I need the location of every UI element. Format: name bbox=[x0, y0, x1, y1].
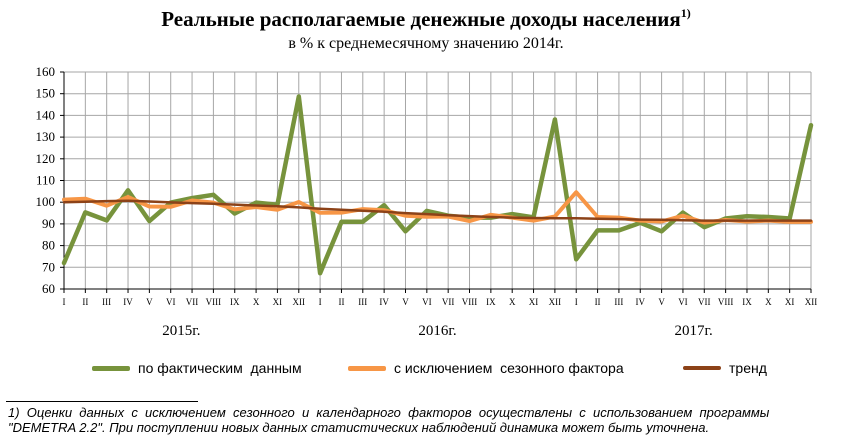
series-line-1 bbox=[62, 190, 813, 225]
y-tick-label: 160 bbox=[36, 64, 56, 79]
x-tick-label: II bbox=[82, 297, 88, 307]
series-lines bbox=[61, 94, 814, 276]
x-tick-label: VII bbox=[186, 297, 199, 307]
x-tick-label: IX bbox=[230, 297, 240, 307]
legend-label-seasonal: с исключением сезонного фактора bbox=[394, 360, 624, 376]
x-tick-label: XII bbox=[549, 297, 562, 307]
y-tick-label: 150 bbox=[36, 86, 56, 101]
x-tick-label: IV bbox=[379, 297, 389, 307]
x-tick-label: V bbox=[402, 297, 409, 307]
y-tick-label: 60 bbox=[42, 281, 55, 296]
y-tick-label: 80 bbox=[42, 238, 55, 253]
x-tick-label: IX bbox=[742, 297, 752, 307]
chart-subtitle: в % к среднемесячному значению 2014г. bbox=[288, 35, 564, 52]
series-line-0 bbox=[61, 94, 814, 276]
y-tick-label: 130 bbox=[36, 129, 56, 144]
footnote-line-1: 1) Оценки данных с исключением сезонного… bbox=[8, 405, 770, 420]
x-tick-label: III bbox=[102, 297, 111, 307]
x-tick-label: IV bbox=[636, 297, 646, 307]
footnote-line-2: "DEMETRA 2.2". При поступлении новых дан… bbox=[8, 420, 710, 435]
x-tick-label: XI bbox=[785, 297, 795, 307]
x-year-label: 2017г. bbox=[675, 323, 713, 339]
y-tick-label: 100 bbox=[36, 194, 56, 209]
legend-swatch-actual bbox=[92, 365, 130, 371]
y-tick-label: 110 bbox=[36, 173, 55, 188]
x-tick-label: V bbox=[658, 297, 665, 307]
x-tick-label: VIII bbox=[718, 297, 734, 307]
x-tick-label: X bbox=[765, 297, 772, 307]
x-tick-label: X bbox=[509, 297, 516, 307]
legend-item-seasonal: с исключением сезонного фактора bbox=[348, 360, 624, 376]
x-tick-label: IX bbox=[486, 297, 496, 307]
legend-item-actual: по фактическим данным bbox=[92, 360, 302, 376]
y-tick-label: 90 bbox=[42, 216, 55, 231]
x-tick-label: XI bbox=[529, 297, 539, 307]
footnote-divider bbox=[6, 401, 198, 402]
legend-item-trend: тренд bbox=[683, 360, 767, 376]
x-tick-label: VI bbox=[422, 297, 432, 307]
x-tick-label: III bbox=[358, 297, 367, 307]
x-tick-label: XII bbox=[293, 297, 306, 307]
series-line-2 bbox=[62, 199, 813, 222]
x-tick-label: II bbox=[338, 297, 344, 307]
legend-swatch-trend bbox=[683, 366, 721, 370]
y-tick-label: 70 bbox=[42, 259, 55, 274]
y-tick-label: 120 bbox=[36, 151, 56, 166]
legend-label-trend: тренд bbox=[729, 360, 767, 376]
footnote: 1) Оценки данных с исключением сезонного… bbox=[8, 405, 848, 435]
legend-swatch-seasonal bbox=[348, 365, 386, 371]
x-tick-label: I bbox=[575, 297, 578, 307]
x-year-label: 2016г. bbox=[418, 323, 456, 339]
x-tick-label: VIII bbox=[206, 297, 222, 307]
footnote-marker: 1) bbox=[680, 6, 691, 20]
x-tick-label: VI bbox=[678, 297, 688, 307]
legend: по фактическим данным с исключением сезо… bbox=[0, 360, 852, 382]
x-tick-label: XII bbox=[805, 297, 818, 307]
chart-title: Реальные располагаемые денежные доходы н… bbox=[0, 6, 852, 32]
x-tick-label: XI bbox=[273, 297, 283, 307]
x-tick-label: I bbox=[63, 297, 66, 307]
x-tick-label: VI bbox=[166, 297, 176, 307]
x-year-label: 2015г. bbox=[162, 323, 200, 339]
x-tick-label: IV bbox=[123, 297, 133, 307]
y-tick-label: 140 bbox=[36, 107, 56, 122]
grid bbox=[63, 71, 812, 290]
chart-title-text: Реальные располагаемые денежные доходы н… bbox=[161, 7, 681, 31]
x-tick-label: V bbox=[146, 297, 153, 307]
x-tick-label: VIII bbox=[462, 297, 478, 307]
x-tick-label: II bbox=[595, 297, 601, 307]
legend-label-actual: по фактическим данным bbox=[138, 360, 302, 376]
x-tick-label: X bbox=[253, 297, 260, 307]
x-tick-label: III bbox=[614, 297, 623, 307]
x-tick-label: I bbox=[319, 297, 322, 307]
x-tick-label: VII bbox=[442, 297, 455, 307]
x-tick-label: VII bbox=[698, 297, 711, 307]
